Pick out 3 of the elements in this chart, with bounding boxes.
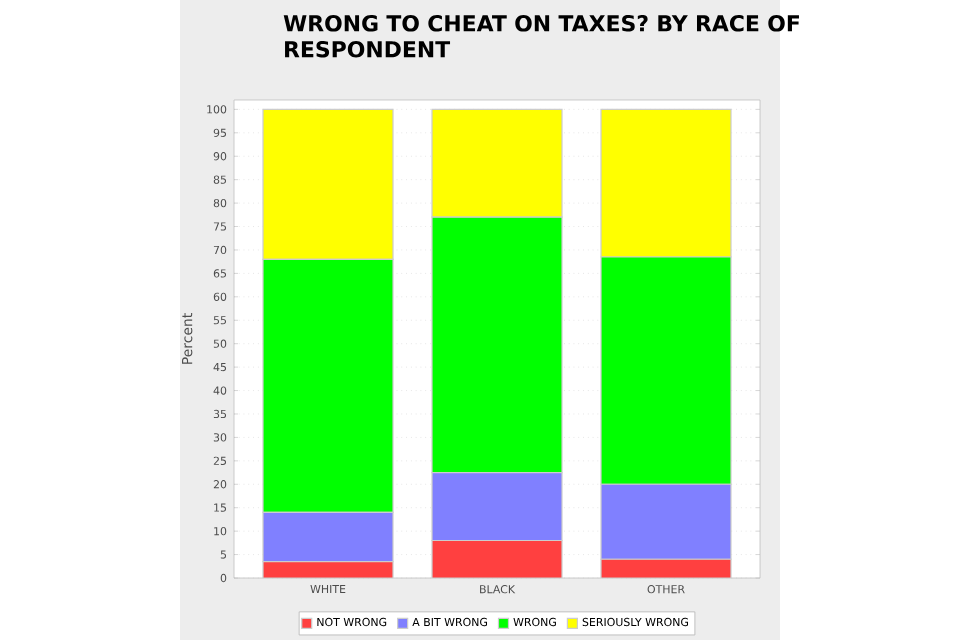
chart-title: WRONG TO CHEAT ON TAXES? BY RACE OF RESPONDENT — [283, 15, 799, 58]
bar — [431, 539, 563, 578]
bar — [263, 561, 394, 578]
